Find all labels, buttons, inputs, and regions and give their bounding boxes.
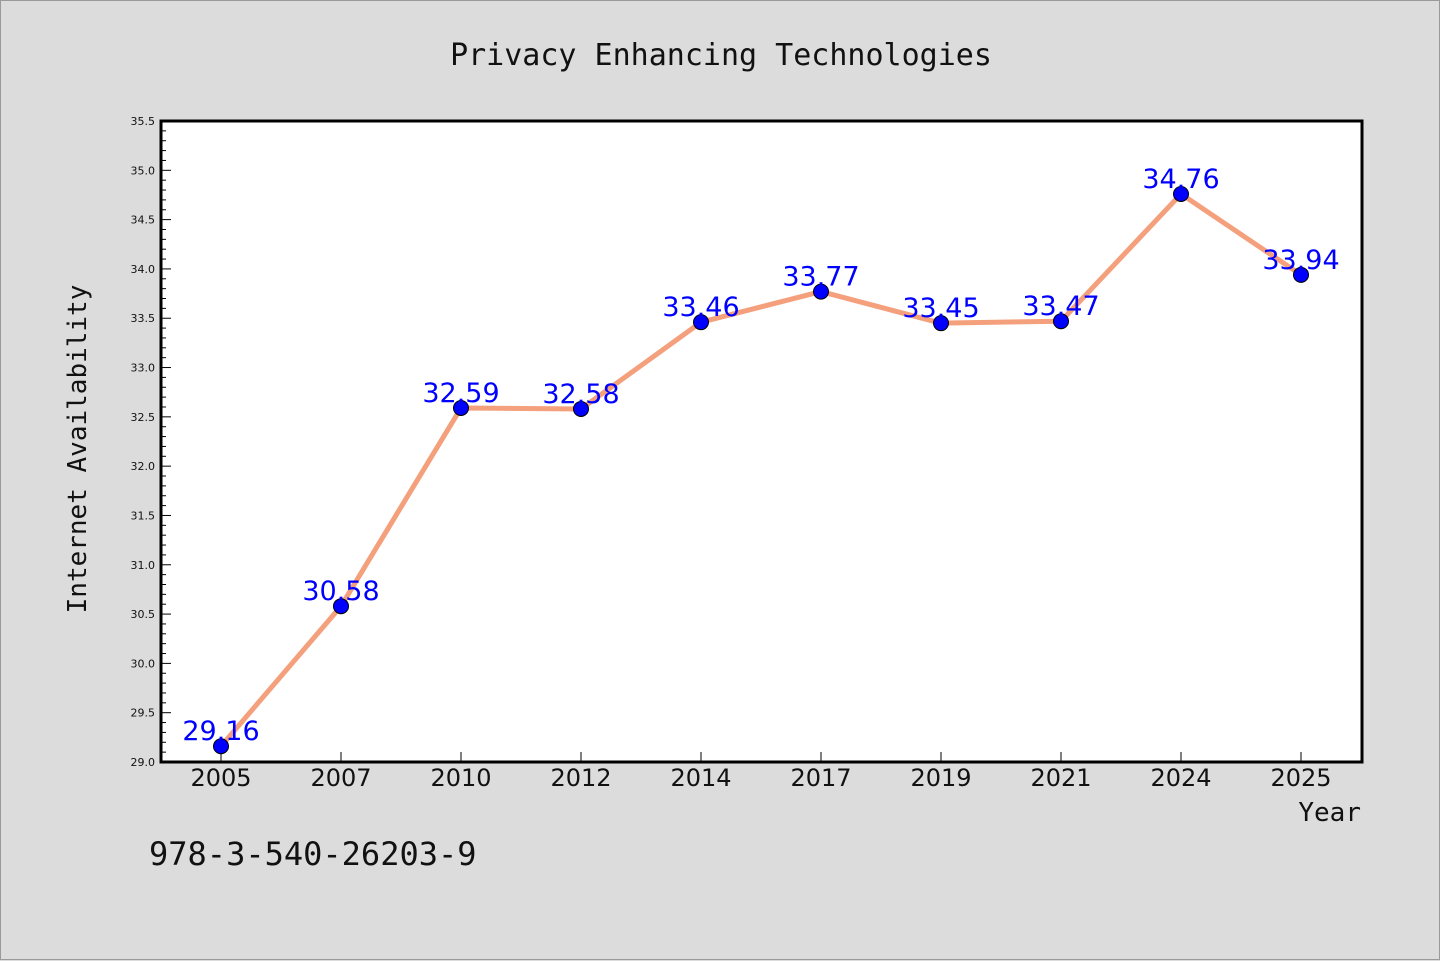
y-tick-label: 30.5 <box>131 608 156 621</box>
data-point-marker <box>573 400 589 417</box>
y-tick-label: 31.5 <box>131 509 156 522</box>
data-value-label: 33.77 <box>782 262 859 293</box>
data-value-label: 34.76 <box>1142 164 1219 195</box>
data-point-marker <box>453 399 469 416</box>
y-tick-label: 33.0 <box>131 362 156 375</box>
data-value-label: 30.58 <box>302 576 379 607</box>
data-point-marker <box>933 315 949 332</box>
data-point-marker <box>1053 313 1069 330</box>
data-point-marker <box>333 598 349 615</box>
y-tick-label: 35.0 <box>131 164 156 177</box>
data-value-label: 32.59 <box>422 378 499 409</box>
y-tick-label: 30.0 <box>131 657 156 670</box>
x-tick-label: 2014 <box>670 764 731 792</box>
series-markers <box>213 185 1309 755</box>
x-tick-label: 2005 <box>190 764 251 792</box>
data-point-marker <box>1293 266 1309 283</box>
data-value-label: 33.45 <box>902 293 979 324</box>
data-value-label: 29.16 <box>182 716 259 747</box>
y-tick-label: 32.0 <box>131 460 156 473</box>
x-tick-label: 2019 <box>910 764 971 792</box>
data-point-marker <box>213 738 229 755</box>
x-tick-label: 2007 <box>310 764 371 792</box>
y-axis-label: Internet Availability <box>63 285 93 614</box>
chart-title: Privacy Enhancing Technologies <box>450 38 992 73</box>
series-line <box>218 191 1304 749</box>
data-point-marker <box>1173 185 1189 202</box>
x-tick-label: 2021 <box>1030 764 1091 792</box>
y-tick-label: 33.5 <box>131 312 156 325</box>
data-value-label: 33.47 <box>1022 291 1099 322</box>
data-labels: 29.16 30.58 32.59 32.58 33.46 33.77 33.45 33.47… <box>182 164 1339 747</box>
y-axis-ticks: 29.0 29.5 30.0 30.5 31.0 31.5 32.0 32.5 33.0 33.5… <box>131 115 171 769</box>
data-value-label: 32.58 <box>542 379 619 410</box>
x-axis-ticks: 2005 2007 2010 2012 2014 2017 2019 2021 2024 2025 <box>190 752 1332 792</box>
x-tick-label: 2024 <box>1150 764 1211 792</box>
x-tick-label: 2025 <box>1270 764 1331 792</box>
y-tick-label: 29.0 <box>131 756 156 769</box>
y-tick-label: 31.0 <box>131 559 156 572</box>
plot-area <box>159 119 1364 764</box>
data-value-label: 33.46 <box>662 292 739 323</box>
y-tick-label: 29.5 <box>131 707 156 720</box>
y-tick-label: 32.5 <box>131 411 156 424</box>
x-tick-label: 2010 <box>430 764 491 792</box>
x-tick-label: 2017 <box>790 764 851 792</box>
x-axis-label: Year <box>1298 798 1361 828</box>
y-tick-label: 34.5 <box>131 214 156 227</box>
y-tick-label: 35.5 <box>131 115 156 128</box>
x-tick-label: 2012 <box>550 764 611 792</box>
data-point-marker <box>813 283 829 300</box>
data-value-label: 33.94 <box>1262 245 1339 276</box>
footnote-isbn: 978-3-540-26203-9 <box>149 835 477 873</box>
y-tick-label: 34.0 <box>131 263 156 276</box>
data-point-marker <box>693 314 709 331</box>
